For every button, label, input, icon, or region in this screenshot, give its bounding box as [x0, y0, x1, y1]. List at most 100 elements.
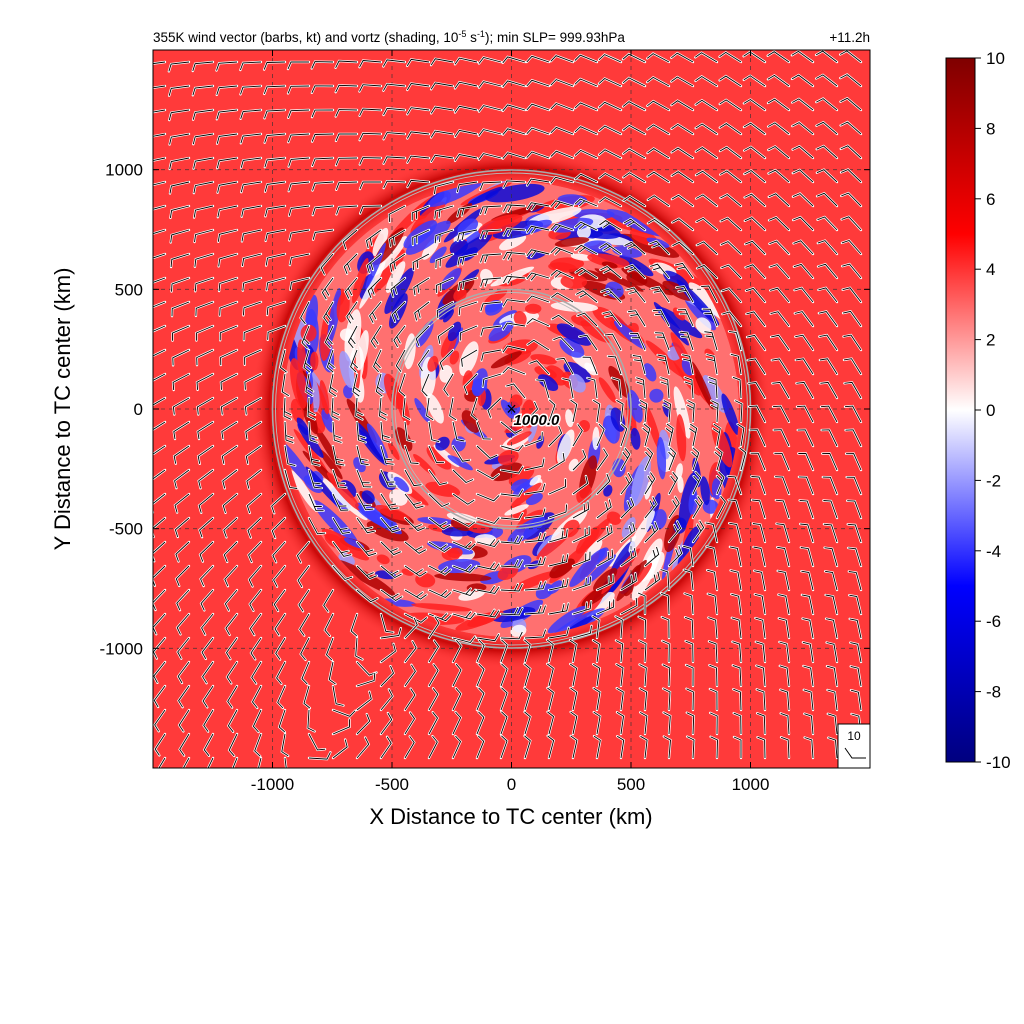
vorticity-cell	[449, 350, 460, 365]
wind-barb	[266, 301, 286, 316]
wind-barb	[452, 541, 476, 550]
wind-barb	[795, 334, 814, 351]
colorbar-ticks: 10 8 6 4 2 0 -2 -4 -6 -8 -10	[975, 49, 1011, 772]
wind-barb	[526, 55, 550, 63]
wind-barb	[383, 83, 406, 91]
wind-barb	[743, 98, 766, 111]
vorticity-cell	[513, 311, 527, 326]
wind-barb	[312, 205, 334, 216]
wind-barb	[223, 541, 238, 563]
wind-barb	[500, 421, 522, 434]
wind-barb	[729, 522, 742, 543]
wind-barb	[452, 564, 476, 573]
wind-barb	[548, 554, 569, 567]
vorticity-cell	[598, 377, 617, 403]
wind-barb	[332, 541, 352, 557]
wind-barb	[219, 325, 238, 341]
wind-barb	[273, 589, 286, 612]
wind-barb	[216, 133, 238, 144]
wind-barb	[476, 639, 485, 663]
wind-barb	[841, 216, 862, 231]
wind-barb	[273, 565, 286, 587]
wind-barb	[502, 366, 526, 375]
vorticity-cell	[351, 257, 369, 304]
vorticity-cell	[695, 317, 712, 334]
wind-barb	[347, 325, 358, 349]
wind-barb	[646, 76, 670, 87]
wind-barb	[592, 615, 600, 639]
wind-barb	[556, 357, 574, 375]
wind-barb	[153, 493, 166, 513]
wind-barb	[840, 145, 862, 159]
wind-barb	[246, 493, 262, 514]
wind-barb	[710, 712, 718, 735]
wind-barb	[733, 736, 742, 758]
vorticity-cell	[310, 351, 319, 371]
vorticity-cell	[656, 306, 703, 339]
wind-barb	[437, 325, 454, 344]
wind-barb	[272, 541, 286, 563]
reference-barb-box: 10	[837, 723, 871, 769]
vorticity-cell	[447, 547, 463, 559]
wind-barb	[823, 523, 838, 543]
wind-barb	[380, 665, 395, 687]
wind-barb	[524, 687, 531, 711]
vorticity-cell	[711, 421, 733, 468]
wind-barb	[598, 172, 622, 183]
wind-barb	[598, 101, 622, 111]
wind-barb	[195, 301, 214, 316]
wind-barb	[430, 130, 454, 138]
wind-barb	[153, 61, 166, 65]
wind-barb	[284, 421, 294, 444]
wind-barb	[240, 133, 262, 144]
wind-barb	[342, 229, 358, 250]
wind-barb	[596, 423, 605, 447]
colorbar-tick-label: -10	[986, 753, 1011, 772]
wind-barb	[476, 687, 485, 711]
wind-barb	[168, 109, 190, 121]
wind-barb	[815, 50, 838, 63]
wind-barb	[850, 642, 862, 663]
wind-barb	[264, 181, 286, 192]
wind-barb	[817, 240, 838, 255]
vorticity-cell	[376, 554, 390, 565]
wind-barb	[170, 229, 190, 243]
wind-barb	[218, 277, 238, 292]
wind-barb	[754, 593, 766, 615]
wind-barb	[771, 334, 790, 351]
wind-barb	[663, 736, 671, 759]
wind-barb	[662, 664, 671, 687]
vorticity-cell	[321, 528, 370, 561]
wind-barb	[720, 193, 742, 207]
wind-barb	[344, 277, 358, 299]
wind-barb	[421, 373, 430, 397]
wind-barb	[383, 156, 406, 164]
wind-barb	[153, 661, 166, 684]
vorticity-cell	[504, 504, 529, 516]
wind-barb	[841, 192, 862, 207]
wind-barb	[289, 277, 310, 290]
vorticity-cell	[289, 358, 308, 409]
wind-barb	[695, 194, 718, 207]
wind-barb	[574, 102, 598, 111]
wind-barb	[457, 205, 478, 217]
wind-barb	[745, 287, 766, 303]
wind-barb	[679, 331, 694, 351]
wind-barb	[217, 229, 238, 242]
wind-barb	[626, 287, 646, 303]
wind-barb	[197, 421, 214, 440]
wind-barb	[616, 663, 624, 687]
wind-barb	[577, 312, 598, 327]
wind-barb	[749, 429, 766, 447]
wind-barb	[478, 56, 502, 64]
wind-barb	[153, 157, 166, 162]
wind-barb	[307, 397, 316, 420]
wind-barb	[596, 473, 611, 495]
wind-barb	[201, 637, 214, 660]
wind-barb	[232, 757, 238, 768]
wind-barb	[452, 639, 462, 663]
wind-barb	[780, 736, 790, 759]
wind-barb	[744, 193, 766, 207]
wind-barb	[311, 157, 334, 167]
wind-barb	[366, 253, 382, 274]
